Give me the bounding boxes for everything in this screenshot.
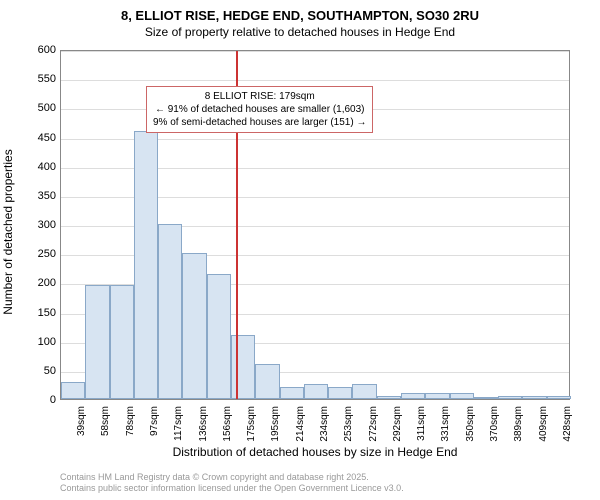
y-axis: 050100150200250300350400450500550600	[0, 50, 60, 400]
x-tick: 234sqm	[319, 406, 330, 442]
bar	[401, 393, 425, 399]
x-tick: 253sqm	[343, 406, 354, 442]
bar	[280, 387, 304, 399]
bar	[474, 397, 498, 399]
x-tick: 311sqm	[416, 406, 427, 441]
chart-subtitle: Size of property relative to detached ho…	[0, 23, 600, 39]
bar	[304, 384, 328, 399]
annotation-line: 9% of semi-detached houses are larger (1…	[153, 116, 366, 129]
y-tick: 200	[38, 277, 56, 289]
y-tick: 300	[38, 219, 56, 231]
bar	[450, 393, 474, 399]
bar	[547, 396, 571, 399]
y-tick: 450	[38, 132, 56, 144]
x-tick: 78sqm	[125, 406, 136, 436]
x-tick: 409sqm	[538, 406, 549, 442]
annotation-line: ← 91% of detached houses are smaller (1,…	[153, 103, 366, 116]
y-tick: 50	[44, 365, 56, 377]
y-tick: 350	[38, 190, 56, 202]
x-tick: 272sqm	[368, 406, 379, 442]
x-tick: 350sqm	[465, 406, 476, 442]
bar	[328, 387, 352, 399]
x-tick: 175sqm	[246, 406, 257, 442]
x-tick: 331sqm	[440, 406, 451, 442]
y-tick: 250	[38, 248, 56, 260]
bar	[255, 364, 279, 399]
x-tick: 370sqm	[489, 406, 500, 442]
footer-text: Contains HM Land Registry data © Crown c…	[60, 472, 404, 494]
bar	[207, 274, 231, 399]
footer-line-2: Contains public sector information licen…	[60, 483, 404, 494]
bar	[158, 224, 182, 399]
bar	[85, 285, 109, 399]
x-tick: 136sqm	[198, 406, 209, 442]
y-tick: 500	[38, 102, 56, 114]
y-tick: 150	[38, 307, 56, 319]
x-tick: 117sqm	[173, 406, 184, 441]
y-tick: 400	[38, 161, 56, 173]
bar	[61, 382, 85, 400]
footer-line-1: Contains HM Land Registry data © Crown c…	[60, 472, 404, 483]
bar	[182, 253, 206, 399]
bar	[134, 131, 158, 399]
bar	[522, 396, 546, 399]
x-tick: 428sqm	[562, 406, 573, 442]
x-tick: 214sqm	[295, 406, 306, 442]
x-tick: 39sqm	[76, 406, 87, 436]
x-axis-label: Distribution of detached houses by size …	[60, 445, 570, 459]
bar	[352, 384, 376, 399]
x-tick: 58sqm	[100, 406, 111, 436]
x-tick: 195sqm	[270, 406, 281, 442]
x-tick: 156sqm	[222, 406, 233, 442]
x-tick: 292sqm	[392, 406, 403, 442]
annotation-line: 8 ELLIOT RISE: 179sqm	[153, 90, 366, 103]
chart-title: 8, ELLIOT RISE, HEDGE END, SOUTHAMPTON, …	[0, 0, 600, 23]
x-tick: 389sqm	[513, 406, 524, 442]
y-tick: 0	[50, 394, 56, 406]
bar	[498, 396, 522, 399]
annotation-box: 8 ELLIOT RISE: 179sqm← 91% of detached h…	[146, 86, 373, 133]
plot-area: 8 ELLIOT RISE: 179sqm← 91% of detached h…	[60, 50, 570, 400]
x-tick: 97sqm	[149, 406, 160, 436]
y-tick: 100	[38, 336, 56, 348]
y-tick: 600	[38, 44, 56, 56]
bar	[110, 285, 134, 399]
y-tick: 550	[38, 73, 56, 85]
bar	[377, 396, 401, 399]
bar	[231, 335, 255, 399]
bar	[425, 393, 449, 399]
chart-container: 8, ELLIOT RISE, HEDGE END, SOUTHAMPTON, …	[0, 0, 600, 500]
